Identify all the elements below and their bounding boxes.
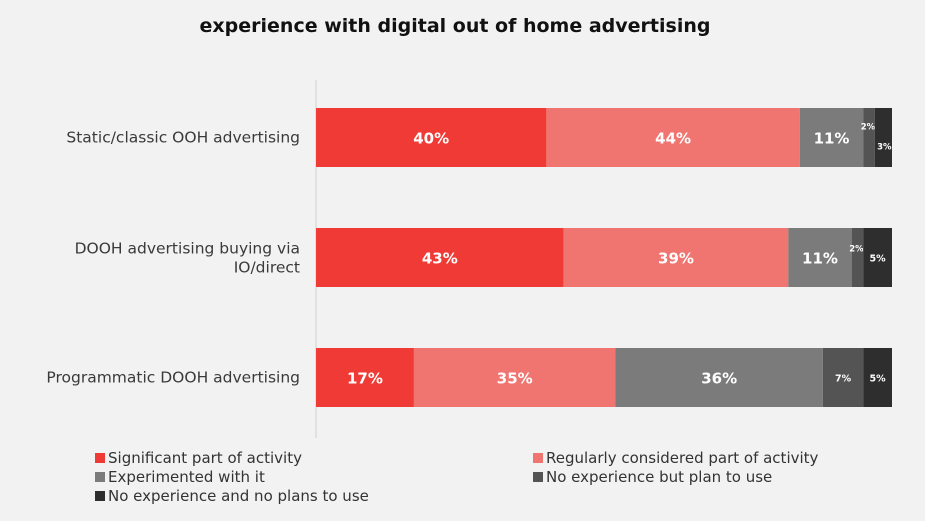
- bar-segment-no-experience-but-plan-to-use-2: [851, 228, 864, 287]
- legend-item-experimented-with-it: Experimented with it: [95, 468, 265, 486]
- bar-segment-no-experience-and-no-plans-to-use-3: [863, 348, 892, 407]
- legend-label: No experience and no plans to use: [108, 487, 369, 505]
- data-label-no-experience-but-plan-to-use-1: 2%: [861, 123, 876, 133]
- data-label-regularly-considered-part-of-activity-1: 44%: [655, 130, 691, 148]
- category-label-2: DOOH advertising buying via IO/direct: [75, 240, 300, 277]
- data-label-experimented-with-it-2: 11%: [802, 250, 838, 268]
- data-label-no-experience-and-no-plans-to-use-1: 3%: [877, 143, 892, 153]
- data-label-no-experience-and-no-plans-to-use-3: 5%: [870, 374, 887, 385]
- bar-segment-no-experience-and-no-plans-to-use-1: [874, 108, 892, 167]
- data-label-experimented-with-it-1: 11%: [814, 130, 850, 148]
- bar-segment-experimented-with-it-2: [788, 228, 852, 287]
- bar-segment-significant-part-of-activity-3: [316, 348, 414, 407]
- bar-segment-regularly-considered-part-of-activity-3: [413, 348, 616, 407]
- bar-segment-experimented-with-it-1: [799, 108, 864, 167]
- data-label-significant-part-of-activity-2: 43%: [422, 250, 458, 268]
- bar-segment-significant-part-of-activity-1: [316, 108, 547, 167]
- legend-item-no-experience-but-plan-to-use: No experience but plan to use: [533, 468, 772, 486]
- data-label-significant-part-of-activity-1: 40%: [413, 130, 449, 148]
- legend-label: Regularly considered part of activity: [546, 449, 819, 467]
- legend-label: Significant part of activity: [108, 449, 302, 467]
- legend-label: No experience but plan to use: [546, 468, 772, 486]
- legend-swatch: [95, 453, 105, 463]
- category-labels-layer: Static/classic OOH advertising DOOH adver…: [46, 129, 300, 387]
- legend-label: Experimented with it: [108, 468, 265, 486]
- legend-item-no-experience-and-no-plans-to-use: No experience and no plans to use: [95, 487, 369, 505]
- category-label-3: Programmatic DOOH advertising: [46, 369, 300, 387]
- legend-swatch: [95, 491, 105, 501]
- legend-item-significant-part-of-activity: Significant part of activity: [95, 449, 302, 467]
- legend-swatch: [95, 472, 105, 482]
- bar-segment-significant-part-of-activity-2: [316, 228, 564, 287]
- data-label-experimented-with-it-3: 36%: [701, 370, 737, 388]
- bar-segment-regularly-considered-part-of-activity-2: [563, 228, 789, 287]
- data-label-significant-part-of-activity-3: 17%: [347, 370, 383, 388]
- bars-layer: 40% 44% 11%2%3%43% 39% 11% 2%5%17% 35% 36% 7% 5%: [316, 108, 892, 407]
- legend: Significant part of activity Regularly co…: [95, 449, 819, 505]
- bar-segment-no-experience-and-no-plans-to-use-2: [863, 228, 892, 287]
- data-label-regularly-considered-part-of-activity-2: 39%: [658, 250, 694, 268]
- chart-title: experience with digital out of home adve…: [200, 15, 711, 37]
- legend-swatch: [533, 472, 543, 482]
- data-label-regularly-considered-part-of-activity-3: 35%: [497, 370, 533, 388]
- legend-swatch: [533, 453, 543, 463]
- bar-segment-no-experience-but-plan-to-use-1: [863, 108, 875, 167]
- data-label-no-experience-but-plan-to-use-2: 2%: [849, 245, 864, 255]
- category-label-1: Static/classic OOH advertising: [66, 129, 300, 147]
- legend-item-regularly-considered-part-of-activity: Regularly considered part of activity: [533, 449, 819, 467]
- bar-segment-regularly-considered-part-of-activity-1: [546, 108, 800, 167]
- data-label-no-experience-and-no-plans-to-use-2: 5%: [870, 254, 887, 265]
- data-label-no-experience-but-plan-to-use-3: 7%: [835, 374, 852, 385]
- bar-segment-experimented-with-it-3: [615, 348, 823, 407]
- bar-segment-no-experience-but-plan-to-use-3: [822, 348, 864, 407]
